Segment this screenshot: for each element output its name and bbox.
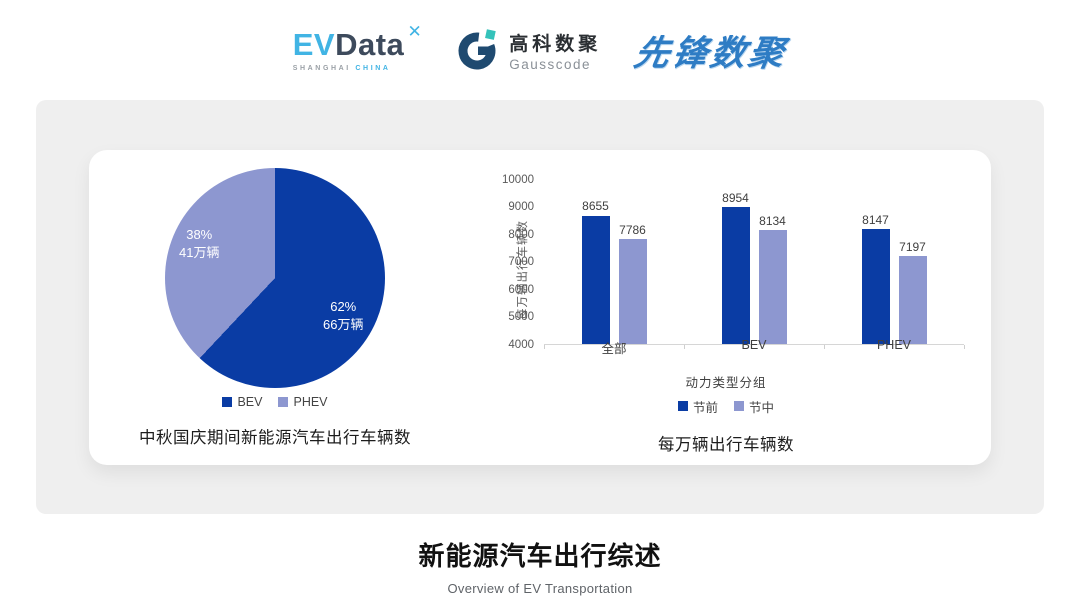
pioneer-logo: 先锋数聚: [631, 33, 791, 73]
bar-plot-area: 8655 7786 8954 8134 8147 7197: [544, 180, 965, 349]
pie-legend-phev: PHEV: [278, 395, 328, 409]
page-title: 新能源汽车出行综述: [418, 541, 662, 571]
x-axis-tick: [544, 344, 545, 349]
pre-holiday-swatch-icon: [677, 401, 688, 411]
evdata-wordmark: EVData ✕: [292, 23, 422, 62]
y-tick-label: 10000: [502, 173, 534, 186]
evdata-data-text: Data: [335, 26, 405, 62]
pie-graphic: [165, 167, 385, 388]
y-tick-label: 4000: [508, 338, 534, 351]
evdata-ev-text: EV: [292, 26, 336, 62]
bar-value-label: 7786: [619, 223, 646, 238]
bar-x-axis-title: 动力类型分组: [685, 375, 767, 390]
bar-BEV-节中: [758, 229, 787, 344]
bar-value-label: 8134: [759, 213, 786, 228]
bar-value-label: 7197: [899, 239, 926, 254]
charts-panel: 62% 66万辆 38% 41万辆 BEV PHEV 中秋国庆期间新能源汽车: [36, 100, 1044, 514]
pie-chart-title: 中秋国庆期间新能源汽车出行车辆数: [139, 428, 411, 447]
evdata-star-icon: ✕: [407, 21, 423, 41]
bar-全部-节前: [581, 215, 610, 344]
pie-chart: 62% 66万辆 38% 41万辆: [165, 167, 385, 388]
footer: 新能源汽车出行综述 Overview of EV Transportation: [0, 536, 1080, 596]
bar-chart-section: 每万辆出行车辆数 8655 7786 8954 8134 8147 7197 10000 9…: [461, 150, 991, 465]
bar-BEV-节前: [721, 207, 750, 344]
y-tick-label: 8000: [508, 228, 534, 241]
bar-全部-节中: [618, 239, 647, 344]
gausscode-logo: 高科数聚 Gausscode: [454, 27, 601, 73]
y-tick-label: 5000: [508, 311, 534, 323]
x-category-label: BEV: [741, 337, 767, 352]
bar-legend-mid-holiday: 节中: [734, 397, 774, 416]
pie-label-phev: 38% 41万辆: [179, 226, 220, 261]
page-subtitle: Overview of EV Transportation: [447, 581, 633, 596]
x-axis-tick: [684, 344, 685, 349]
gausscode-g-icon: [458, 29, 496, 70]
y-tick-label: 6000: [508, 283, 534, 296]
header-logos: EVData ✕ SHANGHAI CHINA 高科数聚 Gausscode 先…: [0, 0, 1080, 100]
x-axis-tick: [824, 344, 825, 349]
x-category-label: PHEV: [876, 337, 912, 352]
bar-PHEV-节前: [861, 229, 890, 344]
evdata-subtext: SHANGHAI CHINA: [292, 64, 391, 72]
bar-legend-pre-holiday: 节前: [677, 397, 718, 416]
bar-chart: 每万辆出行车辆数 8655 7786 8954 8134 8147 7197 10000 9…: [476, 166, 976, 370]
bar-PHEV-节中: [898, 255, 927, 344]
pie-label-bev: 62% 66万辆: [323, 298, 364, 333]
bar-value-label: 8954: [722, 191, 749, 206]
gausscode-en-name: Gausscode: [509, 56, 592, 72]
pie-chart-section: 62% 66万辆 38% 41万辆 BEV PHEV 中秋国庆期间新能源汽车: [89, 150, 461, 465]
y-tick-label: 9000: [508, 201, 534, 213]
gausscode-cn-name: 高科数聚: [509, 33, 602, 55]
bar-value-label: 8655: [582, 199, 609, 214]
pie-legend-bev: BEV: [222, 395, 262, 409]
bar-legend: 节前 节中: [677, 397, 774, 416]
evdata-logo: EVData ✕ SHANGHAI CHINA: [292, 23, 422, 72]
x-category-label: 全部: [601, 341, 627, 356]
charts-card: 62% 66万辆 38% 41万辆 BEV PHEV 中秋国庆期间新能源汽车: [89, 149, 991, 465]
phev-swatch-icon: [278, 396, 289, 407]
y-tick-label: 7000: [508, 256, 534, 268]
mid-holiday-swatch-icon: [734, 401, 744, 411]
x-axis-tick: [964, 344, 965, 349]
bar-chart-title: 每万辆出行车辆数: [658, 435, 794, 454]
pie-legend: BEV PHEV: [222, 395, 328, 409]
bar-value-label: 8147: [862, 213, 889, 228]
bev-swatch-icon: [222, 396, 233, 407]
